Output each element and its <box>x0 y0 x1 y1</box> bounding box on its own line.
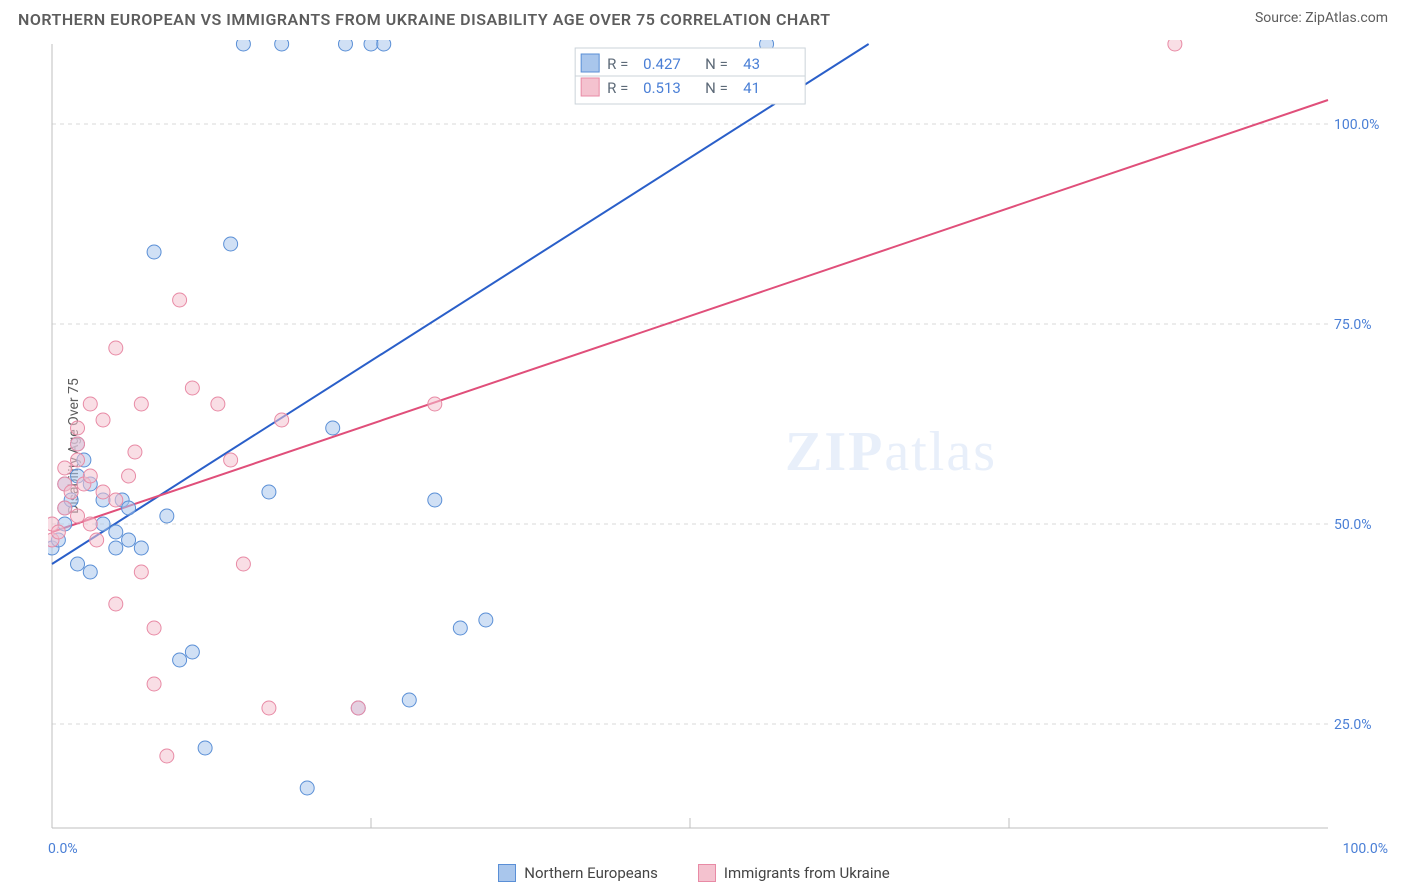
svg-text:0.427: 0.427 <box>643 55 681 73</box>
source-label: Source: ZipAtlas.com <box>1255 10 1388 26</box>
svg-text:N =: N = <box>705 79 728 97</box>
svg-text:75.0%: 75.0% <box>1334 317 1372 333</box>
svg-text:25.0%: 25.0% <box>1334 717 1372 733</box>
x-tick-left: 0.0% <box>48 841 78 857</box>
legend-label-series2: Immigrants from Ukraine <box>724 864 890 882</box>
bottom-legend: Northern Europeans Immigrants from Ukrai… <box>0 864 1388 882</box>
svg-text:41: 41 <box>743 79 760 97</box>
svg-text:N =: N = <box>705 55 728 73</box>
legend-swatch-pink <box>698 864 716 882</box>
svg-text:0.513: 0.513 <box>643 79 681 97</box>
scatter-chart: 25.0% 50.0% 75.0% 100.0% R = 0.427 N = 43 R = 0.5… <box>48 40 1388 832</box>
chart-plot-area: 25.0% 50.0% 75.0% 100.0% R = 0.427 N = 43 R = 0.5… <box>48 40 1388 832</box>
svg-text:50.0%: 50.0% <box>1334 517 1372 533</box>
svg-text:R =: R = <box>607 55 628 73</box>
legend-item-series2: Immigrants from Ukraine <box>698 864 890 882</box>
legend-item-series1: Northern Europeans <box>498 864 658 882</box>
x-tick-right: 100.0% <box>1343 841 1388 857</box>
x-axis-labels: 0.0% 100.0% <box>48 841 1388 857</box>
svg-text:43: 43 <box>743 55 760 73</box>
chart-title: NORTHERN EUROPEAN VS IMMIGRANTS FROM UKR… <box>18 10 831 29</box>
svg-text:100.0%: 100.0% <box>1334 117 1379 133</box>
legend-swatch-blue <box>498 864 516 882</box>
legend-label-series1: Northern Europeans <box>524 864 658 882</box>
svg-text:R =: R = <box>607 79 628 97</box>
